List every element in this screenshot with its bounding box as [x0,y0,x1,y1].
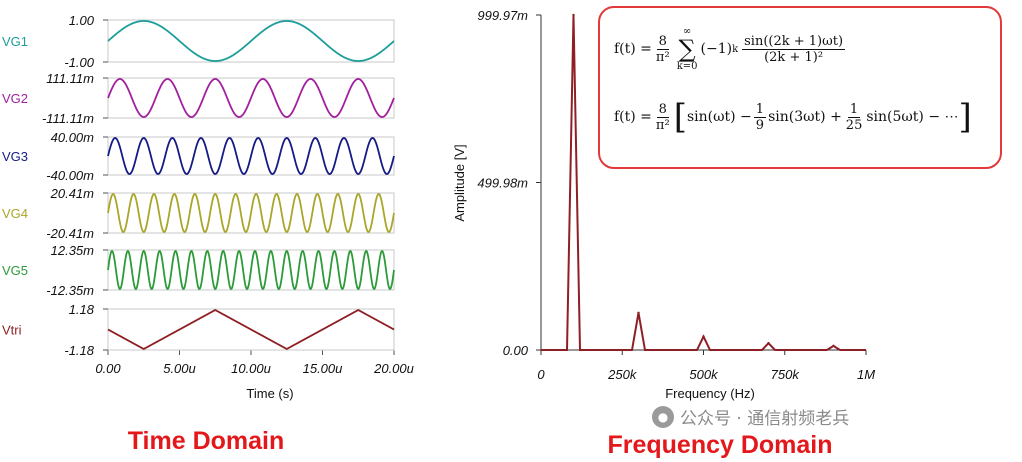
y-min-label: -1.18 [64,343,94,358]
time-row-vg5: VG5 12.35m -12.35m [2,243,395,298]
frequency-domain-plot: 0.00 499.98m 999.97m 0 250k 500k 750k 1M [477,8,875,382]
time-row-vg2: VG2 111.11m -111.11m [2,71,395,126]
series-name-vg4: VG4 [2,206,28,221]
formula-sign: (−1) [700,41,733,57]
y-min-label: -12.35m [46,283,94,298]
waveform-vg4 [107,193,395,233]
time-row-vg3: VG3 40.00m -40.00m [2,130,395,183]
y-min-label: -111.11m [42,111,94,126]
spectrum-peak [767,341,770,345]
summation-symbol: ∞ ∑ k=0 [676,26,698,72]
waveform-vg1 [107,20,395,62]
x-tick-label: 5.00u [163,361,196,376]
time-row-vtri: Vtri 1.18 -1.18 [2,302,395,358]
formula-term: sin((2k + 1)ωt) (2k + 1)² [742,33,846,65]
time-x-axis: 0.00 5.00u 10.00u 15.00u 20.00u [95,350,414,376]
freq-x-tick-label: 750k [771,367,801,382]
formula-coef: 8 π² [655,33,670,65]
time-row-vg4: VG4 20.41m -20.41m [2,186,395,241]
spectrum-peak [637,311,640,315]
waveform-vg2 [107,78,395,118]
freq-x-axis-label: Frequency (Hz) [665,386,755,401]
time-domain-caption: Time Domain [128,427,285,455]
watermark: ● 公众号 · 通信射频老兵 [652,404,849,429]
freq-y-tick-label: 499.98m [477,176,528,191]
formula-coef: 8 π² [655,101,670,133]
waveform-vg3 [107,137,395,175]
x-tick-label: 20.00u [373,361,414,376]
freq-x-tick-label: 250k [607,367,638,382]
freq-x-tick-label: 1M [857,367,875,382]
series-name-vg3: VG3 [2,149,28,164]
series-name-vg2: VG2 [2,91,28,106]
freq-x-tick-label: 500k [689,367,719,382]
series-name-vg1: VG1 [2,34,28,49]
time-x-axis-label: Time (s) [246,386,293,401]
formula-box: f(t) = 8 π² ∞ ∑ k=0 (−1) k sin((2k + 1)ω… [598,6,1002,169]
waveform-vtri [107,309,395,350]
y-max-label: 12.35m [51,243,95,258]
y-max-label: 40.00m [51,130,95,145]
waveform-vg5 [107,249,395,291]
spectrum-peak [572,13,575,17]
freq-x-tick-label: 0 [537,367,545,382]
x-tick-label: 15.00u [303,361,343,376]
wechat-icon: ● [652,405,674,428]
y-max-label: 111.11m [46,71,94,86]
fourier-series-formula: f(t) = 8 π² ∞ ∑ k=0 (−1) k sin((2k + 1)ω… [614,26,846,72]
formula-lhs: f(t) = [614,41,652,57]
series-name-vtri: Vtri [2,323,22,338]
time-domain-plots: VG1 1.00 -1.00 VG2 111.11m -111.11m VG3 40.00m -… [2,13,395,358]
watermark-text: 公众号 · 通信射频老兵 [680,409,850,429]
expanded-series-formula: f(t) = 8 π² [ sin(ωt) − 1 9 sin(3ωt) + 1… [614,97,972,137]
y-max-label: 20.41m [50,186,95,201]
spectrum-peak [702,335,705,338]
y-max-label: 1.18 [69,302,95,317]
freq-y-tick-label: 0.00 [503,343,529,358]
frequency-domain-caption: Frequency Domain [607,431,832,459]
time-row-vg1: VG1 1.00 -1.00 [2,13,395,70]
spectrum-peak [832,344,835,348]
x-tick-label: 0.00 [95,361,121,376]
x-tick-label: 10.00u [231,361,271,376]
y-max-label: 1.00 [69,13,95,28]
freq-y-tick-label: 999.97m [477,8,528,23]
y-min-label: -1.00 [64,55,94,70]
freq-y-axis-label: Amplitude [V] [452,144,467,221]
formula-lhs: f(t) = [614,109,652,125]
series-name-vg5: VG5 [2,263,28,278]
y-min-label: -40.00m [46,168,94,183]
y-min-label: -20.41m [46,226,94,241]
